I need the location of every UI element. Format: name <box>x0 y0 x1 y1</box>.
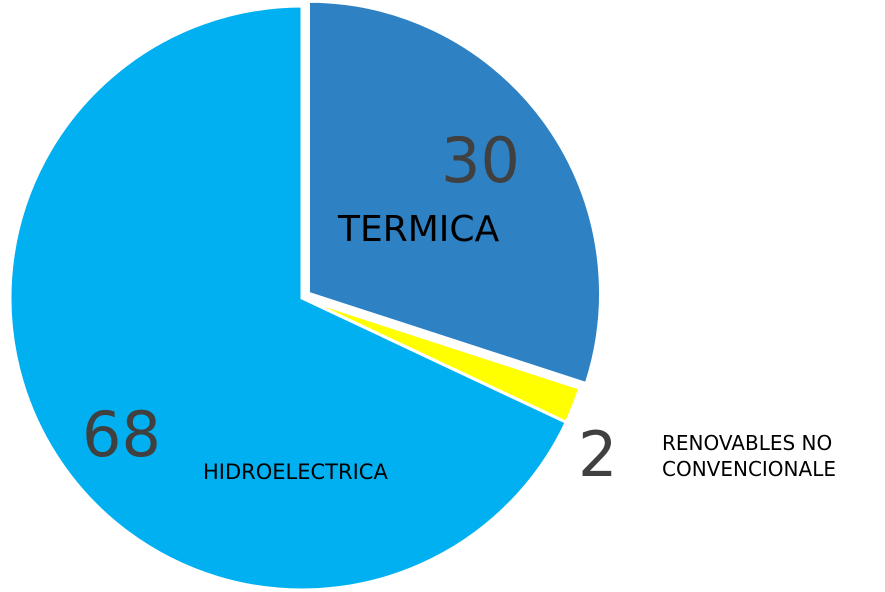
value-label: 30 <box>441 124 520 197</box>
pie-slice <box>8 4 569 592</box>
category-label: HIDROELECTRICA <box>203 460 388 484</box>
value-label: 2 <box>578 418 618 491</box>
pie-slice <box>306 0 602 386</box>
category-label: TERMICA <box>338 209 500 250</box>
value-label: 68 <box>82 398 161 471</box>
category-label: RENOVABLES NO CONVENCIONALE <box>662 431 836 481</box>
